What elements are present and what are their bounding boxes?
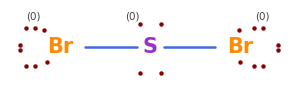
Text: (0): (0) [125,12,139,22]
Text: Br: Br [227,37,253,57]
Text: Br: Br [47,37,73,57]
Text: (0): (0) [26,12,40,22]
Text: S: S [142,37,158,57]
Text: (0): (0) [255,12,270,22]
